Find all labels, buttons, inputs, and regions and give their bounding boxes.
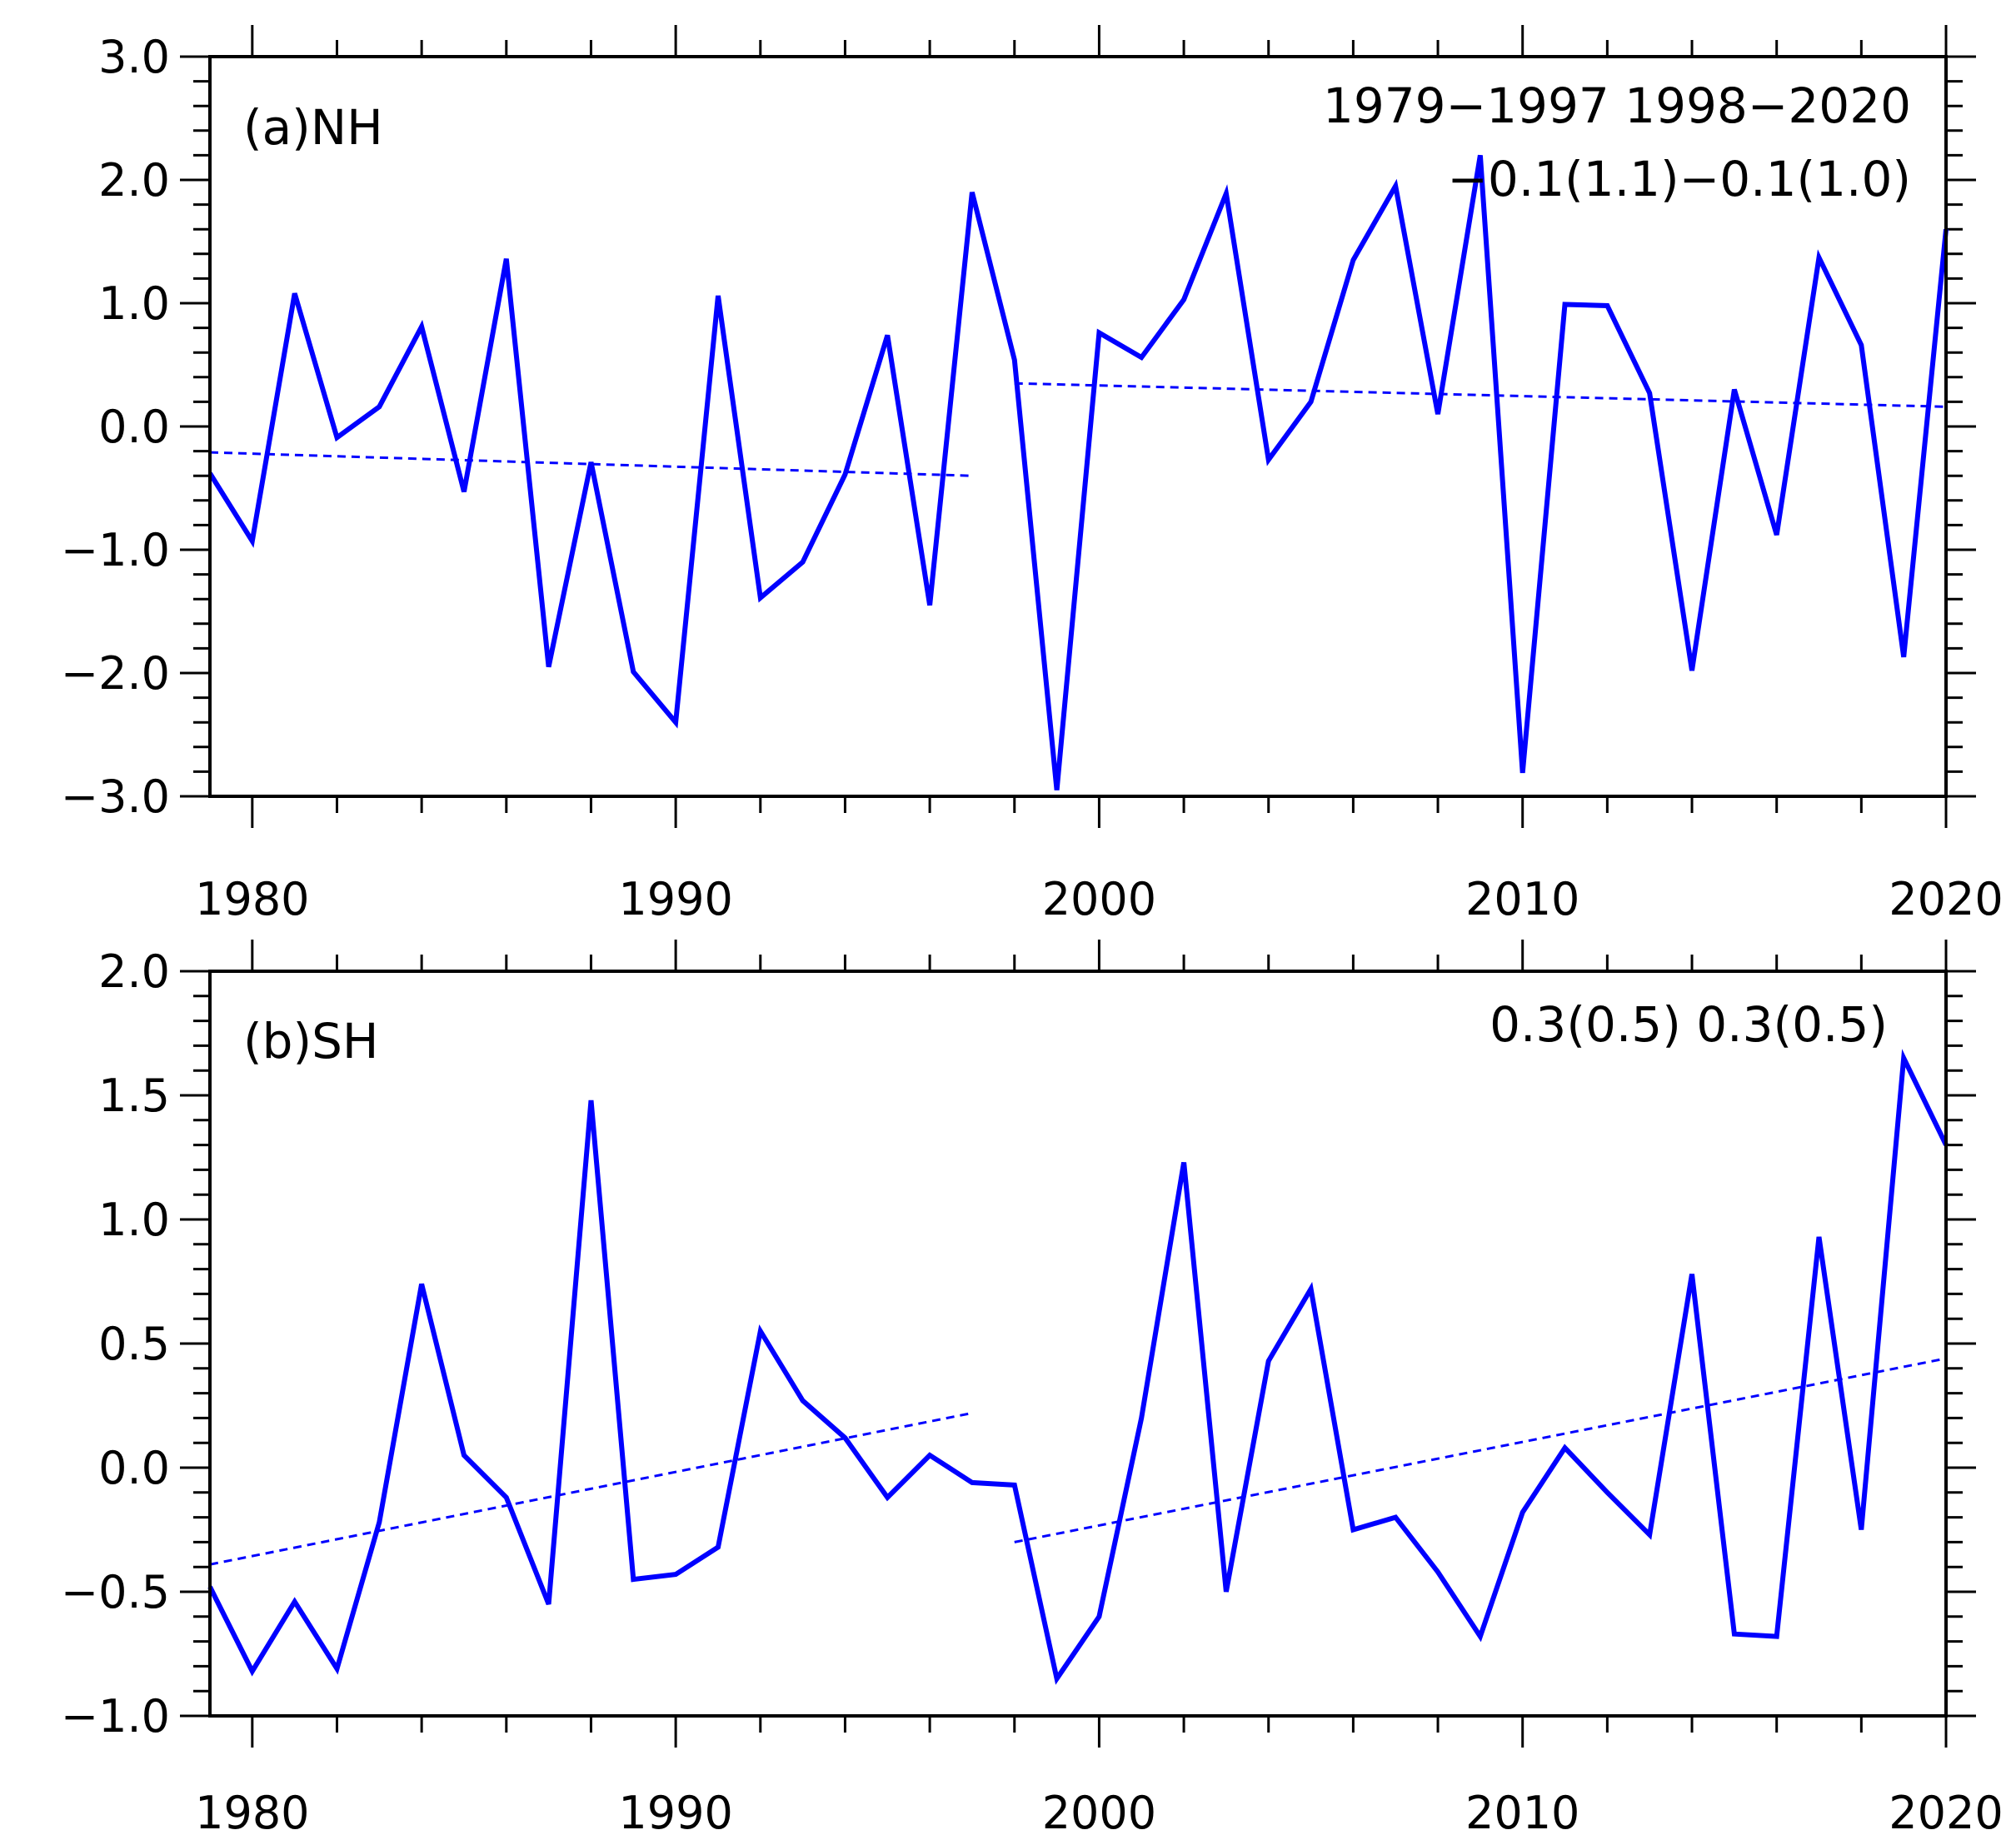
trend-line bbox=[1014, 381, 1947, 408]
x-tick-label: 1980 bbox=[195, 1787, 309, 1839]
y-tick-label: 0.5 bbox=[98, 1318, 170, 1370]
y-tick-label: 1.5 bbox=[98, 1070, 170, 1122]
panel-b-label: (b)SH bbox=[243, 1013, 379, 1070]
panel-a-series-line bbox=[207, 154, 1949, 790]
panel-b-y-tick-labels: 2.0 1.5 1.0 0.5 0.0 −0.5 −1.0 bbox=[61, 945, 170, 1743]
y-tick-label: −2.0 bbox=[61, 647, 170, 700]
panel-a-ticks bbox=[180, 25, 1976, 828]
x-tick-label: 1990 bbox=[618, 873, 732, 925]
y-tick-label: 1.0 bbox=[98, 1194, 170, 1246]
panel-a-label: (a)NH bbox=[243, 99, 383, 156]
panel-b-trend-values-note: 0.3(0.5) 0.3(0.5) bbox=[1490, 996, 1888, 1053]
y-tick-label: 1.0 bbox=[98, 277, 170, 330]
x-tick-label: 1990 bbox=[618, 1787, 732, 1839]
x-tick-label: 2010 bbox=[1465, 873, 1579, 925]
x-tick-label: 2020 bbox=[1889, 873, 2003, 925]
panel-a-frame bbox=[208, 55, 1948, 798]
panel-a-nh: 3.0 2.0 1.0 0.0 −1.0 −2.0 −3.0 1980 1990 2000 201… bbox=[61, 25, 2004, 925]
panel-b-trend-lines bbox=[209, 1357, 1947, 1566]
y-tick-label: −1.0 bbox=[61, 524, 170, 576]
panel-a-y-tick-labels: 3.0 2.0 1.0 0.0 −1.0 −2.0 −3.0 bbox=[61, 31, 170, 823]
trend-line bbox=[1014, 1357, 1947, 1543]
y-tick-label: 2.0 bbox=[98, 154, 170, 207]
y-tick-label: −0.5 bbox=[61, 1566, 170, 1618]
y-tick-label: −1.0 bbox=[61, 1690, 170, 1743]
y-tick-label: 0.0 bbox=[98, 1442, 170, 1494]
x-tick-label: 1980 bbox=[195, 873, 309, 925]
y-tick-label: 2.0 bbox=[98, 945, 170, 998]
panel-a-trend-values-note: −0.1(1.1)−0.1(1.0) bbox=[1447, 151, 1911, 207]
y-tick-label: −3.0 bbox=[61, 770, 170, 823]
panel-a-periods-note: 1979−1997 1998−2020 bbox=[1323, 77, 1911, 134]
panel-b-sh: 2.0 1.5 1.0 0.5 0.0 −0.5 −1.0 1980 1990 2000 2010… bbox=[61, 940, 2004, 1839]
panel-b-series-line bbox=[207, 1049, 1949, 1685]
y-tick-label: 0.0 bbox=[98, 401, 170, 453]
panel-b-ticks bbox=[180, 940, 1976, 1748]
trend-line bbox=[209, 1411, 973, 1566]
x-tick-label: 2000 bbox=[1042, 873, 1156, 925]
panel-b-frame bbox=[208, 970, 1948, 1718]
x-tick-label: 2010 bbox=[1465, 1787, 1579, 1839]
panel-a-x-tick-labels: 1980 1990 2000 2010 2020 bbox=[195, 873, 2004, 925]
x-tick-label: 2020 bbox=[1889, 1787, 2003, 1839]
y-tick-label: 3.0 bbox=[98, 31, 170, 83]
x-tick-label: 2000 bbox=[1042, 1787, 1156, 1839]
panel-b-x-tick-labels: 1980 1990 2000 2010 2020 bbox=[195, 1787, 2004, 1839]
